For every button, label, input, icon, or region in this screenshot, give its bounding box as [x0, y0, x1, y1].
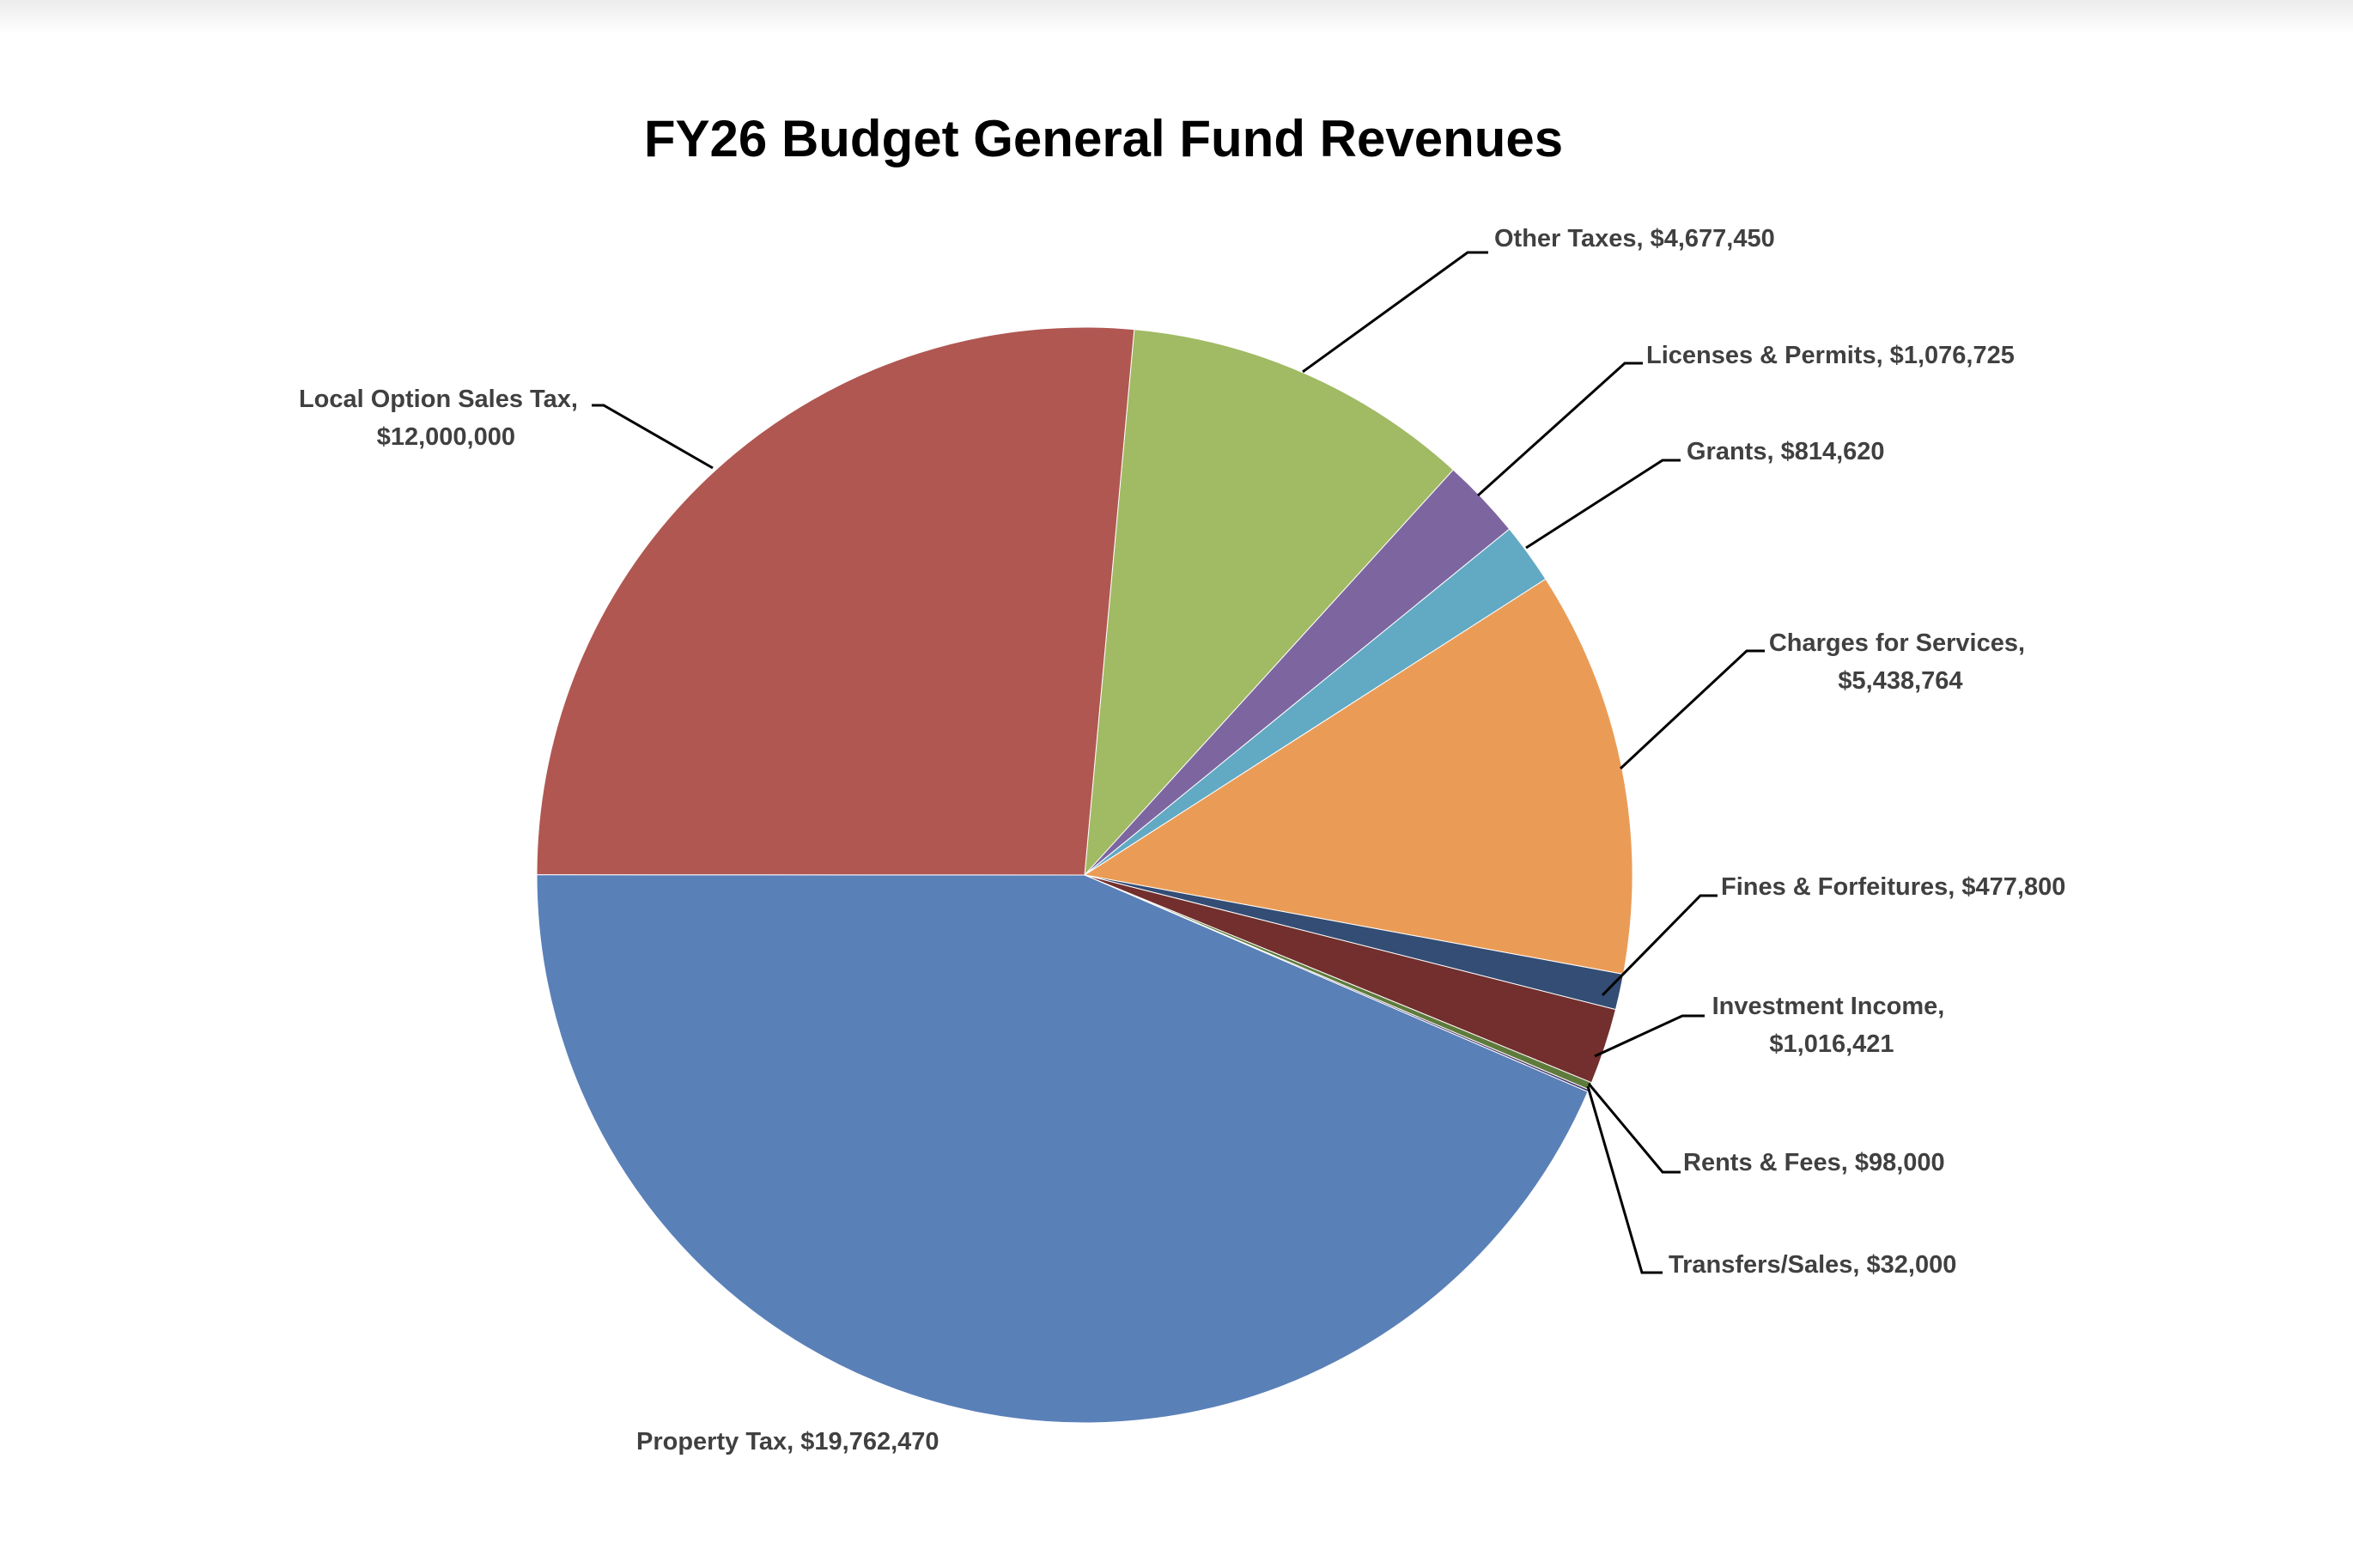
label-transfers: Transfers/Sales, $32,000 [1669, 1251, 1956, 1279]
slice-local-option-sales-tax [536, 326, 1135, 876]
label-charges: Charges for Services, $5,438,764 [1769, 629, 2032, 695]
data-labels: Other Taxes, $4,677,450 Licenses & Permi… [299, 225, 2065, 1456]
leader-fines [1601, 894, 1718, 997]
leader-charges [1619, 649, 1765, 770]
label-grants: Grants, $814,620 [1687, 438, 1885, 465]
label-other-taxes: Other Taxes, $4,677,450 [1494, 225, 1775, 252]
leader-lines [592, 251, 1765, 1274]
slice-property-tax [536, 874, 1589, 1424]
label-licenses: Licenses & Permits, $1,076,725 [1646, 342, 2015, 369]
leader-grants [1525, 459, 1681, 550]
leader-transfers [1586, 1085, 1663, 1274]
leader-investment [1594, 1014, 1705, 1058]
leader-local-option [592, 404, 714, 470]
leader-rents [1587, 1083, 1681, 1174]
slice-other-taxes [1084, 329, 1455, 877]
label-local-option: Local Option Sales Tax, $12,000,000 [299, 386, 585, 451]
leader-licenses [1476, 362, 1643, 497]
label-property-tax: Property Tax, $19,762,470 [636, 1428, 939, 1456]
label-investment: Investment Income, $1,016,421 [1712, 993, 1952, 1058]
pie-slices [536, 326, 1633, 1424]
chart-title: FY26 Budget General Fund Revenues [644, 110, 1563, 167]
top-shadow [0, 0, 2353, 34]
leader-other-taxes [1302, 251, 1488, 374]
slice-charges-for-services [1083, 578, 1633, 975]
label-rents: Rents & Fees, $98,000 [1683, 1149, 1945, 1176]
label-fines: Fines & Forfeitures, $477,800 [1721, 873, 2065, 901]
